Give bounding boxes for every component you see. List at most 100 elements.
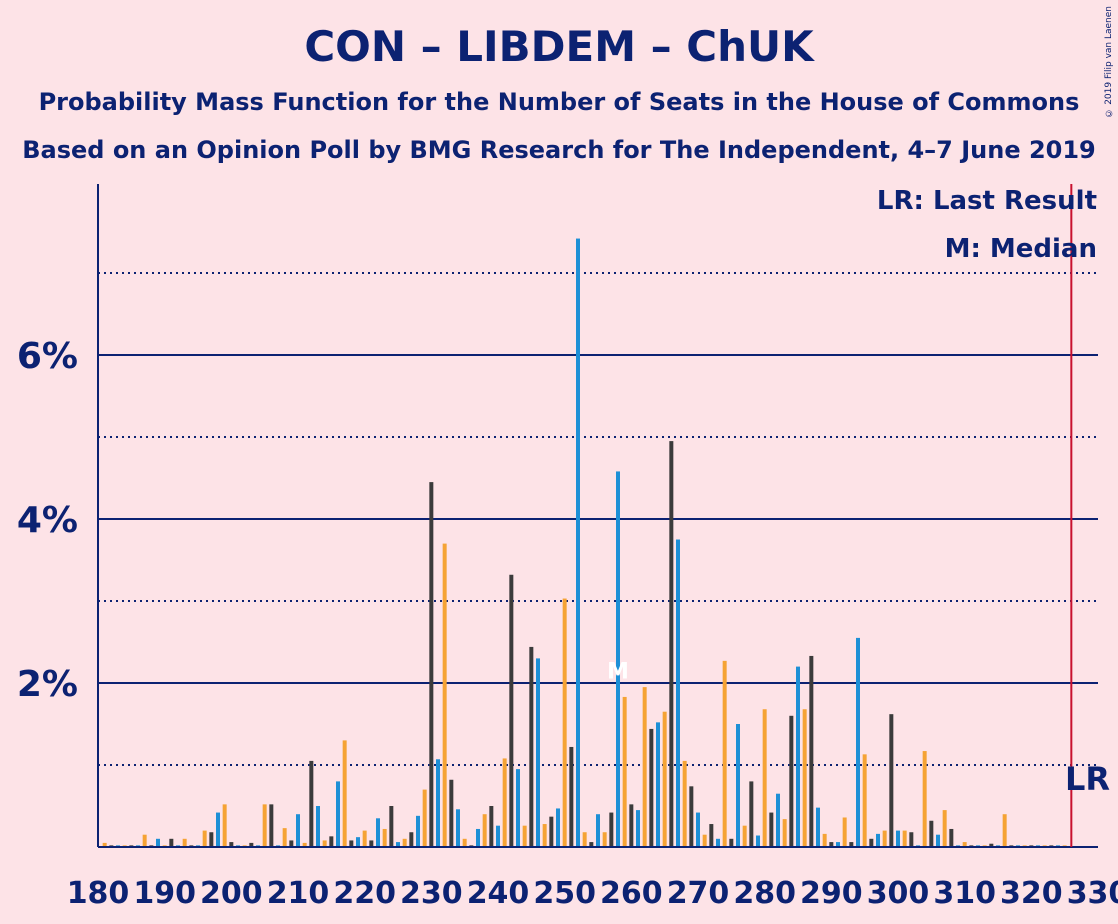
- bar-246: [536, 658, 540, 847]
- x-tick-220: 220: [333, 876, 396, 911]
- bar-235: [462, 838, 467, 847]
- bar-265: [662, 711, 667, 847]
- bar-240: [496, 825, 500, 847]
- bar-244: [522, 825, 527, 847]
- bar-245: [529, 646, 534, 847]
- x-tick-230: 230: [400, 876, 463, 911]
- axes: [97, 184, 1098, 848]
- bar-249: [556, 808, 560, 847]
- bar-231: [436, 759, 440, 847]
- bar-252: [576, 238, 580, 847]
- bar-314: [989, 843, 994, 847]
- bar-289: [822, 833, 827, 847]
- bar-304: [922, 751, 927, 847]
- bar-221: [369, 840, 374, 847]
- gridlines: [98, 272, 1098, 766]
- bar-241: [502, 758, 507, 847]
- bar-213: [316, 806, 320, 847]
- bar-272: [709, 824, 714, 847]
- bar-218: [349, 840, 354, 847]
- bar-228: [416, 815, 420, 847]
- bar-243: [516, 769, 520, 847]
- bar-223: [382, 828, 387, 847]
- x-tick-320: 320: [1000, 876, 1063, 911]
- bar-299: [889, 714, 894, 847]
- bar-296: [869, 838, 874, 847]
- x-tick-300: 300: [867, 876, 930, 911]
- bar-288: [816, 807, 820, 847]
- bar-248: [549, 816, 554, 847]
- bar-261: [636, 810, 640, 847]
- bar-237: [476, 828, 480, 847]
- bar-293: [849, 842, 854, 847]
- bar-203: [249, 842, 254, 847]
- x-tick-210: 210: [267, 876, 330, 911]
- bar-214: [322, 840, 327, 847]
- bar-286: [802, 709, 807, 847]
- bar-268: [682, 760, 687, 847]
- bar-283: [782, 819, 787, 847]
- bar-301: [902, 830, 907, 847]
- bar-255: [596, 814, 600, 847]
- x-tick-290: 290: [800, 876, 863, 911]
- bar-271: [702, 834, 707, 847]
- bar-295: [862, 754, 867, 847]
- bar-250: [562, 598, 567, 847]
- bar-316: [1002, 814, 1007, 847]
- bar-210: [296, 814, 300, 847]
- bar-285: [796, 666, 800, 847]
- tick-labels: 180 190 200 210 220 230 240 250 260 270 280 290 300 3…: [17, 336, 1118, 911]
- bar-274: [722, 660, 727, 847]
- bar-275: [729, 838, 734, 847]
- median-marker: M: [607, 660, 629, 685]
- bar-267: [676, 539, 680, 847]
- bar-273: [716, 838, 720, 847]
- bar-300: [896, 830, 900, 847]
- bar-307: [942, 810, 947, 847]
- x-tick-240: 240: [467, 876, 530, 911]
- bar-209: [289, 840, 294, 847]
- bar-257: [609, 812, 614, 847]
- bar-279: [756, 835, 760, 847]
- bar-262: [642, 687, 647, 847]
- bar-220: [362, 830, 367, 847]
- bar-187: [142, 834, 147, 847]
- bar-205: [262, 804, 267, 847]
- x-tick-310: 310: [933, 876, 996, 911]
- bar-227: [409, 832, 414, 847]
- y-tick-6: 6%: [17, 336, 78, 377]
- chart-subtitle: Probability Mass Function for the Number…: [38, 88, 1080, 116]
- bar-222: [376, 818, 380, 847]
- chart-source-subtitle: Based on an Opinion Poll by BMG Research…: [22, 136, 1096, 164]
- x-tick-190: 190: [133, 876, 196, 911]
- bar-298: [882, 830, 887, 847]
- bar-229: [422, 789, 427, 847]
- y-tick-4: 4%: [17, 500, 78, 541]
- last-result-marker-label: LR: [1065, 760, 1110, 798]
- bar-294: [856, 637, 860, 847]
- bar-253: [582, 832, 587, 847]
- bar-270: [696, 812, 700, 847]
- bar-217: [342, 740, 347, 847]
- bar-239: [489, 806, 494, 847]
- legend-last-result: LR: Last Result: [877, 186, 1097, 216]
- bar-280: [762, 709, 767, 847]
- bar-291: [836, 842, 840, 847]
- bar-259: [622, 696, 627, 847]
- bar-277: [742, 825, 747, 847]
- bar-290: [829, 842, 834, 847]
- x-tick-330: 330: [1067, 876, 1118, 911]
- bar-216: [336, 781, 340, 847]
- bar-196: [202, 830, 207, 847]
- bar-197: [209, 832, 214, 847]
- bar-287: [809, 655, 814, 847]
- bar-189: [156, 838, 160, 847]
- bar-233: [449, 779, 454, 847]
- bar-199: [222, 804, 227, 847]
- bar-215: [329, 836, 334, 847]
- bar-258: [616, 471, 620, 847]
- bar-306: [936, 834, 940, 847]
- y-tick-2: 2%: [17, 664, 78, 705]
- bar-254: [589, 842, 594, 847]
